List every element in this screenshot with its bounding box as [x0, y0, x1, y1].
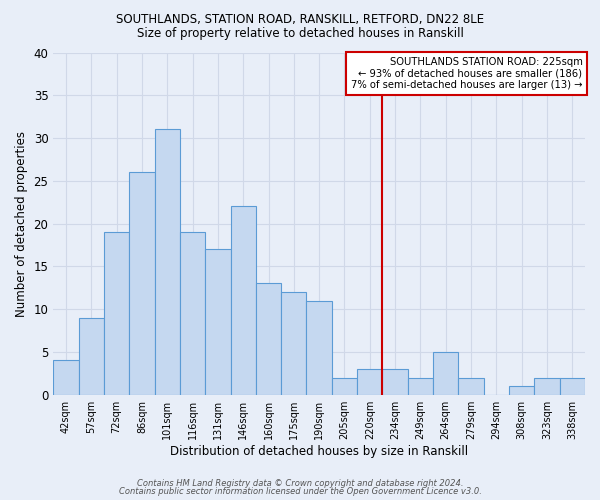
- Bar: [281, 292, 307, 394]
- Text: SOUTHLANDS, STATION ROAD, RANSKILL, RETFORD, DN22 8LE: SOUTHLANDS, STATION ROAD, RANSKILL, RETF…: [116, 12, 484, 26]
- Bar: [230, 206, 256, 394]
- Bar: [79, 318, 104, 394]
- Bar: [509, 386, 535, 394]
- Text: Contains public sector information licensed under the Open Government Licence v3: Contains public sector information licen…: [119, 487, 481, 496]
- Y-axis label: Number of detached properties: Number of detached properties: [15, 130, 28, 316]
- Bar: [433, 352, 458, 395]
- Bar: [256, 284, 281, 395]
- Bar: [408, 378, 433, 394]
- Bar: [180, 232, 205, 394]
- Bar: [205, 250, 230, 394]
- Text: Contains HM Land Registry data © Crown copyright and database right 2024.: Contains HM Land Registry data © Crown c…: [137, 478, 463, 488]
- Bar: [53, 360, 79, 394]
- Bar: [382, 369, 408, 394]
- X-axis label: Distribution of detached houses by size in Ranskill: Distribution of detached houses by size …: [170, 444, 468, 458]
- Bar: [535, 378, 560, 394]
- Bar: [332, 378, 357, 394]
- Bar: [560, 378, 585, 394]
- Bar: [458, 378, 484, 394]
- Bar: [129, 172, 155, 394]
- Bar: [357, 369, 382, 394]
- Bar: [307, 300, 332, 394]
- Bar: [155, 130, 180, 394]
- Text: SOUTHLANDS STATION ROAD: 225sqm
← 93% of detached houses are smaller (186)
7% of: SOUTHLANDS STATION ROAD: 225sqm ← 93% of…: [351, 57, 583, 90]
- Text: Size of property relative to detached houses in Ranskill: Size of property relative to detached ho…: [137, 28, 463, 40]
- Bar: [104, 232, 129, 394]
